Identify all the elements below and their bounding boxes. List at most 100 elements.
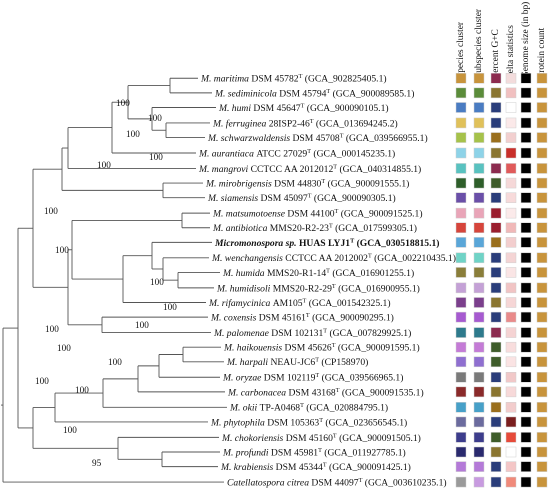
matrix-cell xyxy=(520,252,532,264)
matrix-cell xyxy=(455,297,467,308)
matrix-cell xyxy=(455,356,467,368)
matrix-cell xyxy=(536,207,548,219)
matrix-cell xyxy=(505,327,517,338)
matrix-cell xyxy=(536,327,548,338)
taxon-label: M. antibiotica MMS20-R2-23T (GCA_0175993… xyxy=(212,223,417,235)
matrix-cell xyxy=(505,132,517,143)
bootstrap-value: 95 xyxy=(92,458,102,468)
matrix-cell xyxy=(536,237,548,248)
taxon-label: M. coxensis DSM 45161T (GCA_900090295.1) xyxy=(210,312,394,324)
taxon-label: M. harpali NEAU-JC6T (CP158970) xyxy=(226,357,368,369)
matrix-cell xyxy=(473,132,485,143)
matrix-cell xyxy=(473,147,485,159)
matrix-cell xyxy=(536,341,548,353)
matrix-cell xyxy=(490,177,502,189)
matrix-cell xyxy=(490,432,502,443)
taxon-label: M. haikouensis DSM 45626T (GCA_900091595… xyxy=(223,342,420,354)
bootstrap-value: 100 xyxy=(149,152,163,162)
matrix-cell xyxy=(473,416,485,428)
bootstrap-value: 100 xyxy=(97,160,111,170)
matrix-cell xyxy=(520,87,532,99)
matrix-cell xyxy=(505,117,517,129)
matrix-cell xyxy=(455,282,467,294)
tree-branches xyxy=(1,77,227,483)
matrix-cell xyxy=(505,163,517,174)
matrix-cell xyxy=(473,327,485,338)
matrix-cell xyxy=(473,356,485,368)
taxon-labels: M. maritima DSM 45782T (GCA_902825405.1)… xyxy=(198,73,456,488)
bootstrap-value: 100 xyxy=(57,343,71,353)
matrix-cell xyxy=(490,327,502,338)
matrix-cell xyxy=(455,177,467,189)
matrix-cell xyxy=(473,476,485,488)
matrix-cell xyxy=(473,446,485,458)
matrix-cell xyxy=(455,446,467,458)
taxon-label: M. wenchangensis CCTCC AA 2012002T (GCA_… xyxy=(211,253,456,265)
matrix-cell xyxy=(473,461,485,472)
matrix-cell xyxy=(455,147,467,159)
matrix-cell xyxy=(490,461,502,472)
matrix-cell xyxy=(536,282,548,294)
taxon-label: M. siamensis DSM 45097T (GCA_900090305.1… xyxy=(207,193,396,205)
matrix-cell xyxy=(455,192,467,203)
taxon-label: M. ferruginea 28ISP2-46T (GCA_013694245.… xyxy=(212,118,398,129)
matrix-cell xyxy=(520,207,532,219)
matrix-cell xyxy=(520,282,532,294)
matrix-cell xyxy=(505,416,517,428)
matrix-cell xyxy=(473,117,485,129)
matrix-cell xyxy=(536,461,548,472)
matrix-cell xyxy=(473,163,485,174)
matrix-cell xyxy=(455,163,467,174)
matrix-cell xyxy=(520,402,532,413)
matrix-cell xyxy=(520,432,532,443)
matrix-cell xyxy=(536,252,548,264)
bootstrap-value: 100 xyxy=(150,277,164,287)
matrix-cell xyxy=(520,132,532,143)
matrix-cell xyxy=(505,237,517,248)
matrix-cell xyxy=(536,147,548,159)
matrix-cell xyxy=(536,117,548,129)
matrix-cell xyxy=(505,177,517,189)
matrix-cell xyxy=(536,73,548,84)
matrix-cell xyxy=(536,432,548,443)
matrix-cell xyxy=(536,267,548,278)
matrix-cell xyxy=(505,341,517,353)
matrix-cell xyxy=(455,237,467,248)
matrix-cell xyxy=(490,372,502,383)
taxon-label: M. profundi DSM 45981T (GCA_011927785.1) xyxy=(222,447,406,459)
matrix-cell xyxy=(520,73,532,84)
matrix-cell xyxy=(536,402,548,413)
matrix-cell xyxy=(490,222,502,233)
matrix-cell xyxy=(520,327,532,338)
matrix-cell xyxy=(455,102,467,113)
matrix-cell xyxy=(473,341,485,353)
matrix-cell xyxy=(473,102,485,113)
bootstrap-value: 100 xyxy=(126,129,140,139)
matrix-cell xyxy=(455,341,467,353)
matrix-cell xyxy=(490,117,502,129)
bootstrap-value: 100 xyxy=(55,245,69,255)
matrix-cell xyxy=(490,163,502,174)
matrix-cell xyxy=(473,432,485,443)
taxon-label: M. humidisoli MMS20-R2-29T (GCA_01690095… xyxy=(216,283,420,295)
matrix-cell xyxy=(490,311,502,323)
matrix-cell xyxy=(505,432,517,443)
matrix-cell xyxy=(455,222,467,233)
matrix-cell xyxy=(455,432,467,443)
matrix-cell xyxy=(490,267,502,278)
matrix-cell xyxy=(473,237,485,248)
trait-matrix xyxy=(455,73,548,488)
matrix-cell xyxy=(505,267,517,278)
matrix-cell xyxy=(520,356,532,368)
matrix-cell xyxy=(490,192,502,203)
taxon-label: M. aurantiaca ATCC 27029T (GCA_000145235… xyxy=(198,148,395,160)
taxon-label: M. palomenae DSM 102131T (GCA_007829925.… xyxy=(213,327,411,339)
bootstrap-value: 100 xyxy=(35,376,49,386)
matrix-cell xyxy=(455,73,467,84)
matrix-cell xyxy=(536,386,548,398)
taxon-label: M. rifamycinica AM105T (GCA_001542325.1) xyxy=(208,297,391,309)
column-header: Percent G+C xyxy=(491,29,501,78)
matrix-cell xyxy=(455,461,467,472)
matrix-cell xyxy=(520,267,532,278)
